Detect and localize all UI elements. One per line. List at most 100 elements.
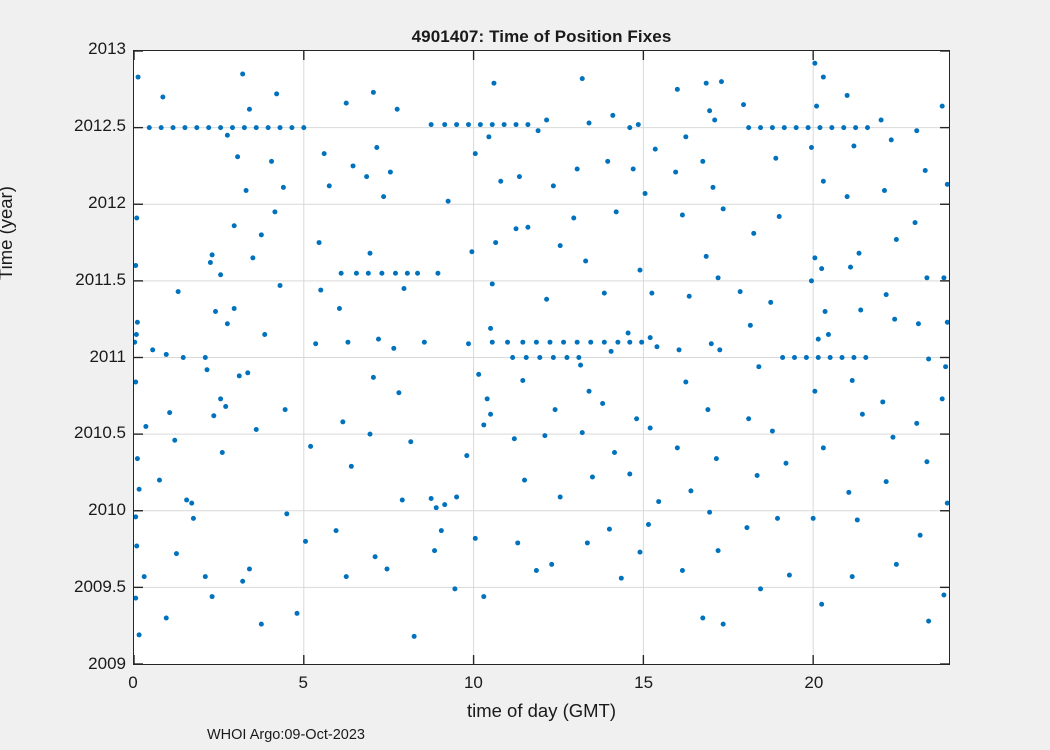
data-point[interactable]	[817, 125, 823, 131]
data-point[interactable]	[134, 339, 138, 345]
data-point[interactable]	[143, 423, 149, 429]
data-point[interactable]	[914, 128, 920, 134]
data-point[interactable]	[160, 94, 166, 100]
data-point[interactable]	[783, 460, 789, 466]
data-point[interactable]	[853, 125, 859, 131]
data-point[interactable]	[574, 166, 580, 172]
data-point[interactable]	[370, 89, 376, 95]
data-point[interactable]	[411, 633, 417, 639]
data-point[interactable]	[537, 355, 543, 360]
data-point[interactable]	[167, 410, 173, 416]
data-point[interactable]	[776, 214, 782, 220]
data-point[interactable]	[489, 122, 495, 128]
data-point[interactable]	[372, 554, 378, 560]
data-point[interactable]	[481, 422, 487, 428]
data-point[interactable]	[515, 540, 521, 546]
data-point[interactable]	[819, 266, 825, 272]
data-point[interactable]	[472, 151, 478, 157]
data-point[interactable]	[712, 117, 718, 123]
data-point[interactable]	[922, 168, 928, 174]
data-point[interactable]	[172, 437, 178, 443]
data-point[interactable]	[262, 332, 268, 338]
data-point[interactable]	[612, 450, 618, 456]
data-point[interactable]	[881, 187, 887, 193]
data-point[interactable]	[301, 125, 307, 131]
data-point[interactable]	[601, 339, 607, 345]
data-point[interactable]	[775, 515, 781, 521]
data-point[interactable]	[236, 373, 242, 379]
data-point[interactable]	[367, 250, 373, 256]
data-point[interactable]	[316, 240, 322, 246]
data-point[interactable]	[890, 434, 896, 440]
data-point[interactable]	[586, 120, 592, 126]
data-point[interactable]	[345, 339, 351, 345]
data-point[interactable]	[392, 270, 398, 276]
data-point[interactable]	[415, 270, 421, 276]
data-point[interactable]	[829, 125, 835, 131]
data-point[interactable]	[683, 134, 689, 140]
data-point[interactable]	[516, 174, 522, 180]
data-point[interactable]	[649, 290, 655, 296]
data-point[interactable]	[656, 499, 662, 505]
data-point[interactable]	[863, 355, 869, 360]
data-point[interactable]	[674, 86, 680, 92]
data-point[interactable]	[206, 125, 212, 131]
data-point[interactable]	[469, 249, 475, 255]
data-point[interactable]	[465, 122, 471, 128]
data-point[interactable]	[676, 347, 682, 353]
data-point[interactable]	[880, 399, 886, 405]
data-point[interactable]	[812, 388, 818, 394]
data-point[interactable]	[156, 477, 162, 483]
data-point[interactable]	[294, 610, 300, 616]
data-point[interactable]	[718, 79, 724, 85]
data-point[interactable]	[280, 184, 286, 190]
data-point[interactable]	[134, 456, 140, 462]
data-point[interactable]	[588, 339, 594, 345]
data-point[interactable]	[717, 347, 723, 353]
data-point[interactable]	[941, 275, 947, 281]
data-point[interactable]	[756, 364, 762, 370]
data-point[interactable]	[170, 125, 176, 131]
data-point[interactable]	[381, 194, 387, 200]
data-point[interactable]	[941, 592, 947, 598]
data-point[interactable]	[289, 125, 295, 131]
data-point[interactable]	[751, 230, 757, 236]
data-point[interactable]	[637, 267, 643, 273]
data-point[interactable]	[914, 420, 920, 426]
data-point[interactable]	[637, 549, 643, 555]
data-point[interactable]	[746, 416, 752, 422]
data-point[interactable]	[282, 407, 288, 413]
data-point[interactable]	[674, 445, 680, 451]
data-point[interactable]	[705, 407, 711, 413]
data-point[interactable]	[476, 371, 482, 377]
data-point[interactable]	[387, 169, 393, 175]
data-point[interactable]	[822, 309, 828, 315]
data-point[interactable]	[370, 374, 376, 380]
data-point[interactable]	[812, 60, 818, 66]
data-point[interactable]	[805, 125, 811, 131]
data-point[interactable]	[253, 427, 259, 433]
data-point[interactable]	[926, 618, 932, 624]
data-point[interactable]	[747, 322, 753, 328]
data-point[interactable]	[277, 282, 283, 288]
data-point[interactable]	[627, 471, 633, 477]
data-point[interactable]	[924, 275, 930, 281]
data-point[interactable]	[491, 80, 497, 86]
data-point[interactable]	[343, 574, 349, 580]
data-point[interactable]	[601, 290, 607, 296]
data-point[interactable]	[654, 344, 660, 350]
data-point[interactable]	[219, 450, 225, 456]
data-point[interactable]	[269, 158, 275, 164]
data-point[interactable]	[550, 355, 556, 360]
data-point[interactable]	[209, 594, 215, 600]
data-point[interactable]	[493, 240, 499, 246]
data-point[interactable]	[180, 355, 186, 360]
data-point[interactable]	[189, 500, 195, 506]
data-point[interactable]	[134, 263, 139, 269]
data-point[interactable]	[849, 377, 855, 383]
data-point[interactable]	[489, 339, 495, 345]
data-point[interactable]	[859, 411, 865, 417]
data-point[interactable]	[780, 355, 786, 360]
data-point[interactable]	[924, 459, 930, 465]
data-point[interactable]	[284, 511, 290, 517]
